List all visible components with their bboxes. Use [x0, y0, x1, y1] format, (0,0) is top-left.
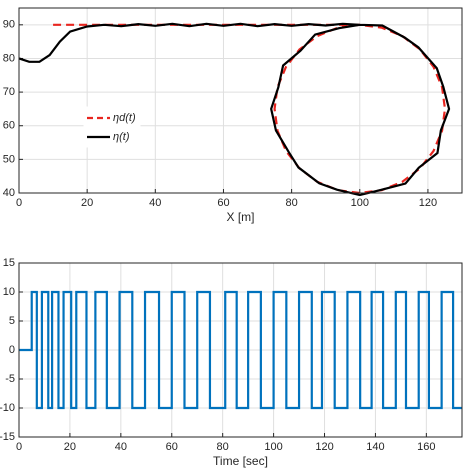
x-tick-label: 80 [217, 441, 229, 453]
x-tick-label: 20 [81, 197, 93, 209]
x-tick-label: 120 [315, 441, 333, 453]
x-tick-label: 0 [16, 441, 22, 453]
legend-label: ηd(t) [113, 112, 136, 124]
x-tick-label: 60 [166, 441, 178, 453]
x-axis-label: X [m] [226, 210, 254, 224]
x-tick-label: 120 [419, 197, 437, 209]
y-tick-label: 0 [9, 344, 15, 356]
axes-box [18, 7, 463, 194]
x-tick-label: 100 [264, 441, 282, 453]
y-tick-label: 70 [3, 86, 15, 98]
x-tick-label: 0 [16, 197, 22, 209]
legend-label: η(t) [113, 131, 130, 143]
x-tick-label: 40 [115, 441, 127, 453]
y-tick-label: 90 [3, 19, 15, 31]
x-axis-label: Time [sec] [213, 454, 268, 468]
x-tick-label: 100 [351, 197, 369, 209]
x-tick-label: 160 [417, 441, 435, 453]
y-tick-label: 40 [3, 187, 15, 199]
series-line [18, 22, 451, 197]
x-tick-label: 140 [366, 441, 384, 453]
y-tick-label: 50 [3, 153, 15, 165]
axes-box [18, 262, 463, 438]
y-tick-label: 15 [3, 257, 15, 269]
y-tick-label: 5 [9, 315, 15, 327]
y-tick-label: 10 [3, 286, 15, 298]
y-tick-label: -10 [0, 402, 15, 414]
y-tick-label: 60 [3, 120, 15, 132]
legend-box [83, 106, 141, 148]
y-tick-label: -5 [5, 373, 15, 385]
plot-area [19, 8, 462, 193]
x-tick-label: 20 [64, 441, 76, 453]
series-line [19, 290, 462, 410]
x-tick-label: 80 [285, 197, 297, 209]
y-tick-label: -15 [0, 431, 15, 443]
y-tick-label: 80 [3, 52, 15, 64]
x-tick-label: 60 [217, 197, 229, 209]
x-tick-label: 40 [149, 197, 161, 209]
